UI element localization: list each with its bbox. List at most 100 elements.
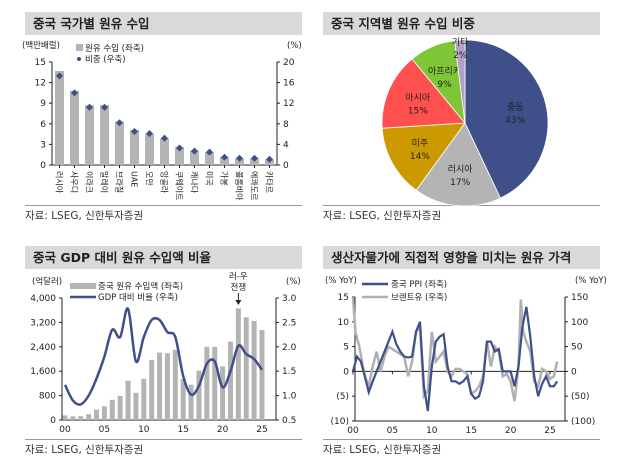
bar <box>259 330 265 420</box>
y-tick-label-left: 9 <box>40 99 46 109</box>
share-point <box>220 153 229 161</box>
y-axis-label-left: (억달러) <box>32 276 62 287</box>
legend-label: 중국 PPI (좌축) <box>391 280 447 290</box>
bar <box>149 359 155 420</box>
y-tick-label-right: (100) <box>571 417 595 427</box>
y-tick-label-right: 100 <box>571 318 588 328</box>
chart1-title: 중국 국가별 원유 수입 <box>25 12 302 35</box>
bar <box>196 370 202 420</box>
bar <box>212 346 218 420</box>
share-point <box>145 130 154 138</box>
x-tick-label: 25 <box>256 425 267 435</box>
x-tick-label: 15 <box>177 425 188 435</box>
x-tick-label: 10 <box>138 425 150 435</box>
pie-slice <box>381 58 466 129</box>
share-point <box>130 127 139 136</box>
x-tick-label: 말레이 <box>100 171 110 193</box>
y-tick-label-right: 150 <box>571 293 588 303</box>
y-tick-label-right: 2.0 <box>282 343 297 353</box>
bar <box>172 349 178 420</box>
slice-label: 러시아 <box>448 164 474 175</box>
x-tick-label: 브라질 <box>115 171 124 193</box>
y-tick-label-right: 1.0 <box>282 392 297 402</box>
y-tick-label-left: 5 <box>343 343 349 353</box>
bar <box>160 138 169 165</box>
y-tick-label-right: 1.5 <box>282 367 296 377</box>
bar <box>190 150 199 165</box>
slice-label: 중동 <box>507 102 524 113</box>
share-point <box>190 147 199 155</box>
x-tick-label: 10 <box>426 426 438 436</box>
x-tick-label: 15 <box>465 426 476 436</box>
bar <box>70 90 79 165</box>
slice-label: 기타 <box>452 37 469 48</box>
y-tick-label-right: 2.5 <box>282 318 296 328</box>
x-tick-label: 러시아 <box>55 171 65 194</box>
ppi-line <box>351 306 559 412</box>
arrow-icon <box>235 300 242 305</box>
divider <box>323 439 600 440</box>
slice-value: 43% <box>505 116 525 126</box>
bar <box>235 308 241 420</box>
y-tick-label-right: 4 <box>283 140 289 150</box>
x-tick-label: 25 <box>544 426 555 436</box>
x-tick-label: 00 <box>59 425 71 435</box>
chart4-title: 생산자물가에 직접적 영향을 미치는 원유 가격 <box>323 246 600 269</box>
x-tick-label: UAE <box>130 171 139 187</box>
x-tick-label: 20 <box>505 426 517 436</box>
y-tick-label-left: 800 <box>39 392 56 402</box>
chart3-title: 중국 GDP 대비 원유 수입액 비율 <box>25 246 302 269</box>
bar <box>157 352 163 420</box>
y-tick-label-left: 3,200 <box>30 318 56 328</box>
share-point <box>70 89 79 97</box>
y-axis-label-right: (% YoY) <box>575 276 607 286</box>
slice-label: 미주 <box>412 138 429 149</box>
x-tick-label: 이라크 <box>85 171 95 193</box>
share-point <box>160 134 169 142</box>
x-tick-label: 20 <box>217 425 229 435</box>
bar <box>220 366 226 420</box>
y-tick-label-left: 0 <box>343 367 349 377</box>
x-tick-label: 캐나다 <box>190 171 199 194</box>
bar <box>145 133 154 165</box>
bar <box>125 380 131 420</box>
x-tick-label: 미국 <box>205 171 214 186</box>
y-tick-label-left: 4,000 <box>30 294 56 304</box>
bar <box>117 395 123 420</box>
x-tick-label: 05 <box>99 425 110 435</box>
bar <box>130 129 139 165</box>
bar <box>205 151 214 165</box>
legend-label: 중국 원유 수입액 (좌축) <box>98 281 183 292</box>
bar <box>115 121 124 165</box>
share-point <box>100 103 109 111</box>
x-tick-label: 에콰도르 <box>250 171 259 200</box>
y-tick-label-right: (50) <box>571 392 589 402</box>
share-point <box>205 148 214 156</box>
legend-swatch-point <box>77 57 81 61</box>
brent-line <box>351 296 559 402</box>
bar <box>101 406 107 420</box>
slice-value: 9% <box>437 80 452 90</box>
y-tick-label-left: (10) <box>331 417 349 427</box>
bar <box>55 70 64 165</box>
bar <box>180 379 186 420</box>
slice-value: 2% <box>453 51 468 61</box>
legend-label: 브렌트유 (우축) <box>391 292 447 303</box>
bar <box>100 105 109 165</box>
bar <box>133 392 139 420</box>
y-tick-label-left: (5) <box>336 392 349 402</box>
y-tick-label-right: 8 <box>283 120 289 130</box>
bar <box>175 147 184 165</box>
share-point <box>175 144 184 152</box>
legend-swatch-bar <box>76 44 83 51</box>
y-tick-label-right: 20 <box>283 58 295 68</box>
y-tick-label-left: 15 <box>338 293 349 303</box>
y-axis-label-left: (백만배럴) <box>22 40 60 51</box>
ratio-line <box>63 307 264 406</box>
bar <box>85 105 94 165</box>
x-tick-label: 사우디 <box>70 171 79 193</box>
bar <box>86 414 92 420</box>
legend-label: 원유 수입 (좌축) <box>85 44 144 54</box>
annotation-label: 러-우 <box>229 272 248 282</box>
